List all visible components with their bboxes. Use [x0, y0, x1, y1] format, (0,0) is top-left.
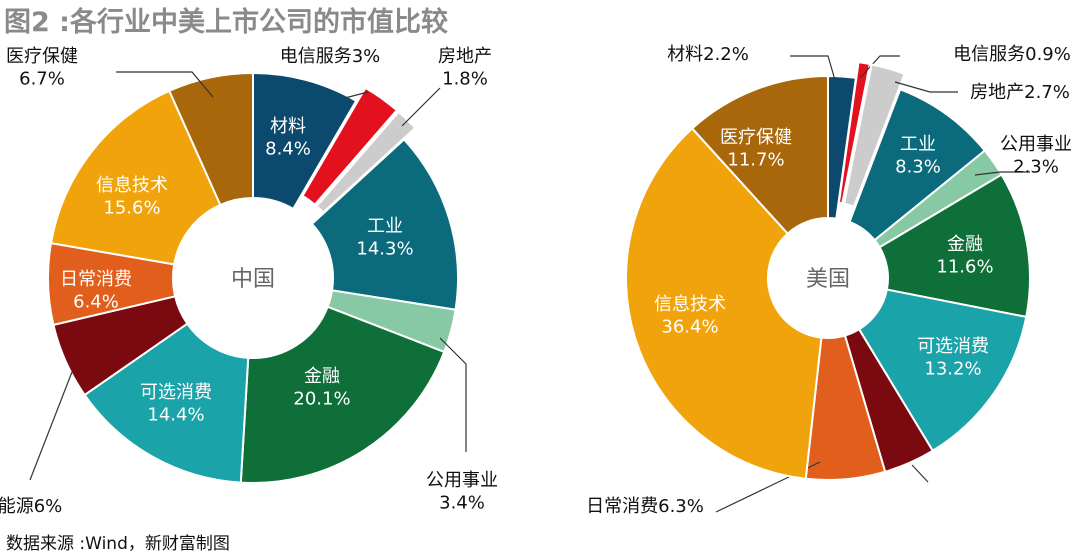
leader-line [859, 55, 900, 79]
slice-label: 医疗保健 6.7% [6, 46, 78, 90]
slice-label: 公用事业 3.4% [426, 470, 498, 514]
leader-line [116, 71, 214, 98]
slice-label: 电信服务3% [280, 46, 381, 67]
slice-label: 信息技术 15.6% [96, 175, 168, 219]
leader-line [401, 87, 441, 127]
slice-医疗保健 [167, 71, 254, 207]
slice-信息技术 [625, 127, 823, 480]
slice-电信服务 [837, 61, 872, 205]
slice-label: 日常消费6.3% [586, 496, 704, 517]
slice-label: 电信服务0.9% [953, 44, 1071, 65]
slice-label: 信息技术 36.4% [654, 294, 726, 338]
leader-line [439, 337, 467, 452]
donut-hole [174, 199, 332, 357]
leader-line [344, 91, 369, 99]
center-label: 美国 [806, 267, 850, 292]
center-label: 中国 [231, 267, 275, 292]
leader-line [29, 371, 73, 481]
leader-line [894, 81, 958, 93]
china-donut: 材料 8.4% 电信服务3% 房地产 1.8% 工业 14.3% 公用事业 3.4% 金融 20.1… [0, 46, 498, 517]
slice-label: 金融 20.1% [293, 366, 350, 410]
slice-信息技术 [49, 89, 222, 266]
slice-label: 医疗保健 11.7% [720, 127, 792, 171]
leader-line [790, 55, 836, 81]
leader-line [911, 464, 929, 483]
slice-label: 材料2.2% [667, 44, 749, 65]
slice-label: 工业 8.3% [895, 134, 941, 178]
slice-房地产 [842, 63, 906, 208]
slice-label: 能源6% [0, 496, 62, 517]
slice-工业 [310, 138, 459, 311]
leader-line [974, 171, 1030, 176]
data-source: 数据来源 :Wind，新财富制图 [6, 534, 230, 554]
slice-label: 房地产2.7% [970, 82, 1070, 103]
chart-title: 图2 :各行业中美上市公司的市值比较 [4, 7, 448, 38]
slice-医疗保健 [690, 74, 829, 235]
slice-可选消费 [857, 288, 1028, 453]
slice-材料 [252, 71, 358, 211]
us-donut: 材料2.2% 电信服务0.9% 房地产2.7% 工业 8.3% 公用事业 2.3% 金融 11.… [586, 44, 1072, 517]
slice-label: 可选消费 14.4% [140, 382, 212, 426]
slice-金融 [878, 173, 1031, 319]
slice-label: 公用事业 2.3% [1000, 134, 1072, 178]
slice-label: 工业 14.3% [356, 216, 413, 260]
donut-hole [769, 219, 887, 337]
slice-电信服务 [301, 86, 399, 207]
slice-label: 材料 8.4% [265, 116, 311, 160]
slice-label: 可选消费 13.2% [917, 336, 989, 380]
slice-可选消费 [83, 322, 250, 484]
slice-金融 [239, 305, 446, 484]
slice-label: 房地产 1.8% [438, 46, 492, 90]
slice-label: 日常消费 6.4% [60, 269, 132, 313]
slice-label: 金融 11.6% [936, 234, 993, 278]
